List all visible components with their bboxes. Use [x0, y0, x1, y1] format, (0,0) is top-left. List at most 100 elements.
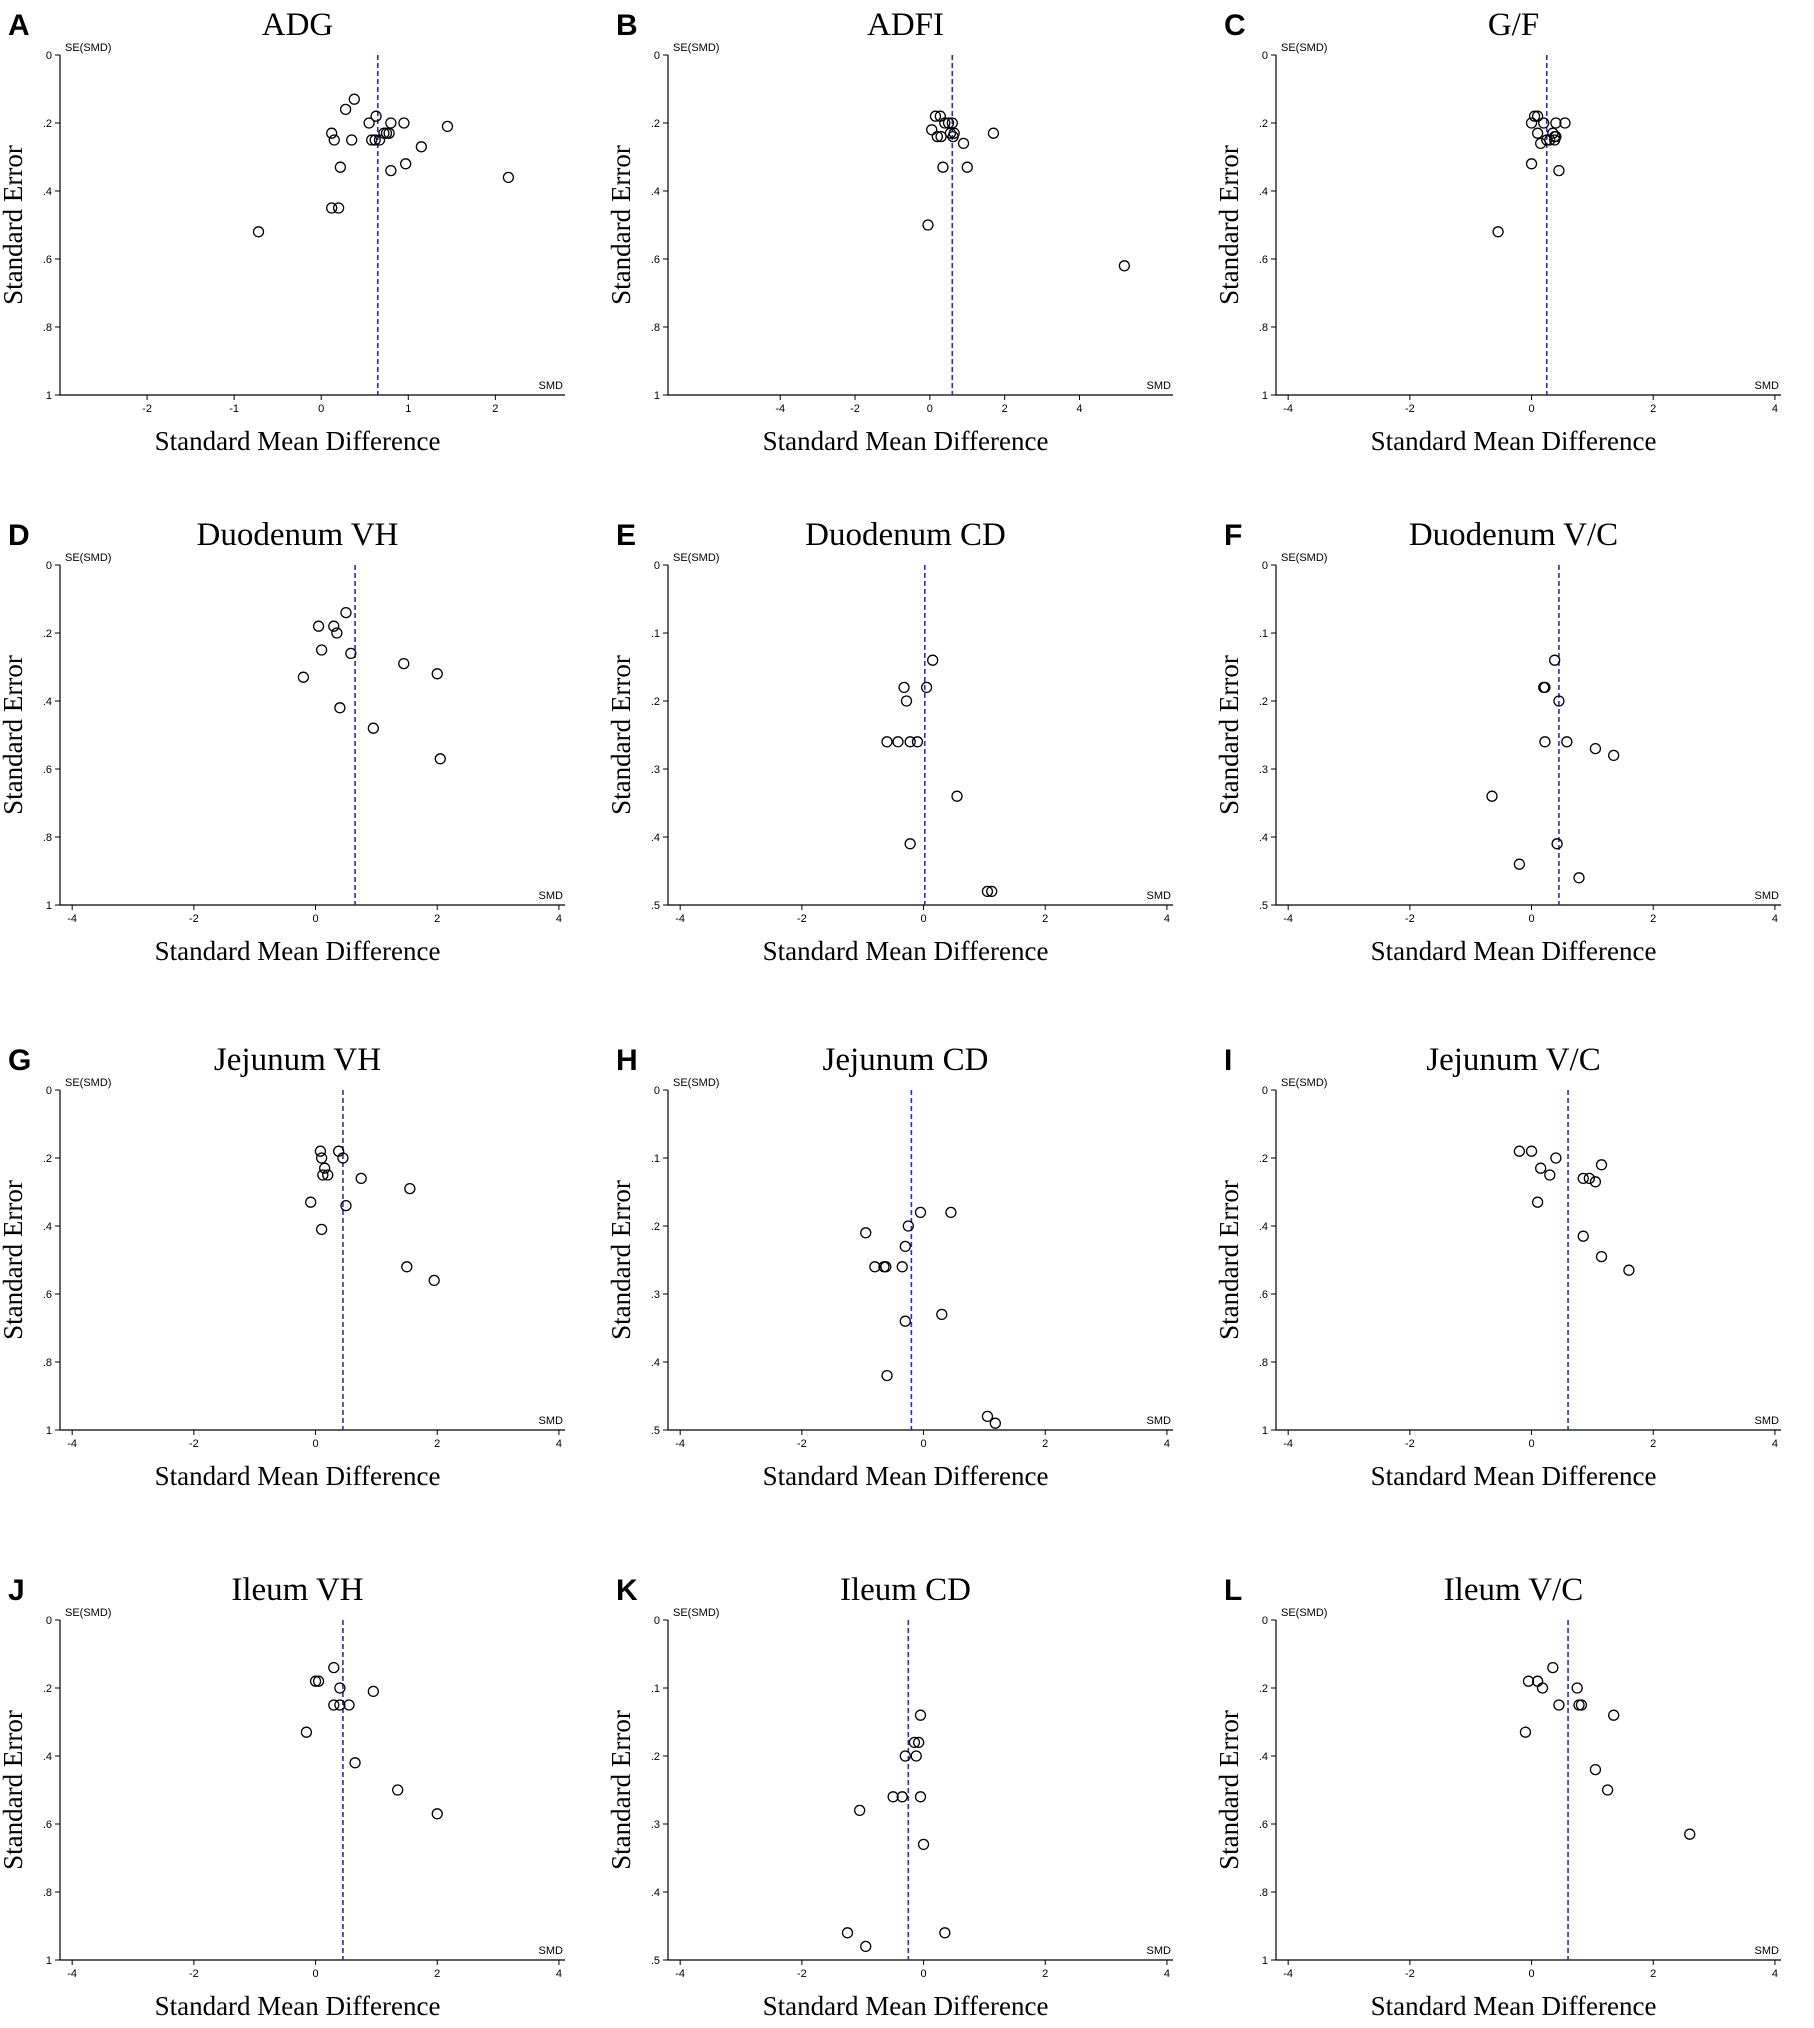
- x-tick-label: -4: [775, 403, 785, 415]
- y-tick-label: 1: [46, 1955, 52, 1967]
- x-tick-label: -2: [1405, 403, 1415, 415]
- study-point: [366, 134, 378, 146]
- study-point: [328, 620, 340, 632]
- panel-title: Ileum V/C: [1444, 1572, 1584, 1608]
- study-point: [910, 1750, 922, 1762]
- study-point: [1531, 110, 1544, 122]
- y-tick-label: .4: [1259, 1751, 1268, 1763]
- study-point: [899, 1240, 911, 1253]
- study-point: [1559, 117, 1571, 129]
- study-point: [1550, 1152, 1562, 1164]
- x-tick-label: 4: [1772, 1968, 1778, 1980]
- x-axis-name: SMD: [1755, 1415, 1780, 1427]
- study-point: [331, 627, 343, 639]
- study-point: [913, 1736, 925, 1749]
- y-tick-label: .6: [43, 1289, 52, 1301]
- y-axis-title: Standard Error: [0, 655, 28, 815]
- study-point: [340, 1199, 352, 1212]
- study-point: [1539, 681, 1551, 694]
- study-point: [1544, 1169, 1556, 1181]
- study-point: [926, 124, 938, 136]
- x-axis-name: SMD: [1147, 890, 1172, 902]
- y-axis-name: SE(SMD): [65, 552, 111, 564]
- study-point: [328, 1661, 340, 1674]
- study-point: [1550, 130, 1562, 143]
- y-axis-title: Standard Error: [1214, 145, 1244, 305]
- y-tick-label: .5: [651, 1425, 660, 1437]
- study-point: [315, 1223, 328, 1236]
- x-axis-name: SMD: [1755, 890, 1780, 902]
- panel-letter: K: [616, 1574, 638, 1607]
- panel-c: C G/F 0 .2 .4 .6 .8 1 -4 -2 0 2 4 SE(SMD) SMD Standard …: [1214, 7, 1781, 456]
- x-axis-title: Standard Mean Difference: [763, 936, 1049, 966]
- y-tick-label: .5: [651, 1955, 660, 1967]
- study-point: [1583, 1172, 1595, 1185]
- panel-b: B ADFI 0 .2 .4 .6 .8 1 -4 -2 0 2 4 SE(SMD) SMD Standard…: [606, 7, 1173, 456]
- x-tick-label: -2: [1405, 1438, 1415, 1450]
- x-axis-title: Standard Mean Difference: [763, 426, 1049, 456]
- study-point: [896, 1791, 908, 1803]
- panel-letter: C: [1224, 9, 1246, 42]
- x-tick-label: 2: [434, 1438, 440, 1450]
- x-axis-title: Standard Mean Difference: [763, 1461, 1049, 1491]
- study-point: [1595, 1159, 1608, 1171]
- panel-letter: G: [8, 1044, 31, 1077]
- study-point: [312, 620, 325, 632]
- study-point: [314, 1145, 327, 1157]
- study-point: [404, 1182, 416, 1195]
- x-axis-name: SMD: [539, 380, 564, 392]
- y-axis-name: SE(SMD): [1281, 1607, 1327, 1619]
- y-tick-label: .6: [1259, 1819, 1268, 1831]
- x-tick-label: -4: [1283, 1438, 1293, 1450]
- study-point: [989, 1417, 1001, 1429]
- study-point: [914, 1709, 927, 1721]
- panel-a: A ADG 0 .2 .4 .6 .8 1 -2 -1 0 1 2 SE(SMD) SMD Standard …: [0, 7, 565, 456]
- y-tick-label: .1: [1259, 628, 1268, 640]
- study-point: [880, 1261, 892, 1273]
- study-point: [441, 120, 454, 133]
- study-point: [1589, 742, 1602, 755]
- study-point: [328, 134, 340, 146]
- study-point: [328, 1699, 340, 1711]
- panel-e: E Duodenum CD 0 .1 .2 .3 .4 .5 -4 -2 0 2 4 SE(SMD) SMD…: [606, 517, 1173, 966]
- study-point: [1684, 1828, 1696, 1840]
- study-point: [1513, 1145, 1526, 1157]
- study-point: [1608, 749, 1620, 762]
- panel-title: Duodenum VH: [197, 517, 399, 553]
- y-tick-label: .4: [1259, 1221, 1268, 1233]
- y-tick-label: .4: [651, 1887, 660, 1899]
- study-point: [899, 1750, 911, 1762]
- y-axis-title: Standard Error: [1214, 655, 1244, 815]
- y-axis-name: SE(SMD): [1281, 42, 1327, 54]
- study-point: [334, 702, 346, 714]
- y-tick-label: .1: [651, 628, 660, 640]
- y-axis-title: Standard Error: [606, 1180, 636, 1340]
- study-point: [305, 1196, 317, 1208]
- y-tick-label: .4: [43, 696, 52, 708]
- study-point: [431, 668, 443, 680]
- study-point: [896, 1261, 908, 1273]
- y-tick-label: 0: [1262, 50, 1268, 62]
- x-tick-label: 2: [1002, 403, 1008, 415]
- y-axis-title: Standard Error: [1214, 1180, 1244, 1340]
- y-axis-name: SE(SMD): [65, 42, 111, 54]
- study-point: [1525, 117, 1538, 129]
- x-tick-label: 4: [556, 1968, 562, 1980]
- x-tick-label: 0: [920, 1968, 926, 1980]
- x-tick-label: 2: [434, 1968, 440, 1980]
- x-tick-label: 4: [556, 1438, 562, 1450]
- panel-letter: J: [8, 1574, 25, 1607]
- study-point: [917, 1838, 930, 1851]
- study-point: [348, 93, 360, 105]
- study-point: [957, 137, 970, 150]
- x-tick-label: 2: [1042, 1438, 1048, 1450]
- panel-f: F Duodenum V/C 0 .1 .2 .3 .4 .5 -4 -2 0 2 4 SE(SMD) SM…: [1214, 517, 1781, 966]
- y-tick-label: .8: [651, 322, 660, 334]
- y-axis-title: Standard Error: [1214, 1710, 1244, 1870]
- study-point: [948, 127, 960, 139]
- study-point: [854, 1804, 866, 1817]
- x-tick-label: 4: [1164, 913, 1170, 925]
- y-tick-label: .3: [651, 1289, 660, 1301]
- y-tick-label: 0: [1262, 1615, 1268, 1627]
- x-tick-label: 0: [920, 1438, 926, 1450]
